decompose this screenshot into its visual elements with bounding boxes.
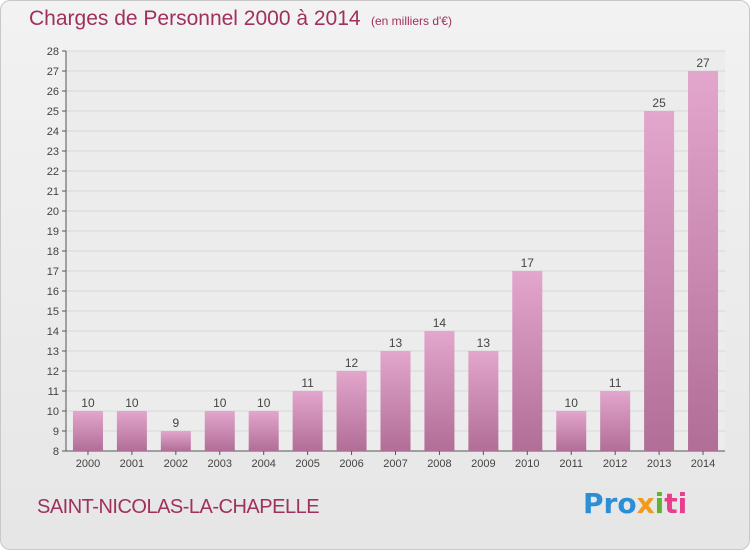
bar [468, 351, 499, 451]
data-label: 9 [172, 416, 179, 430]
y-tick-label: 23 [47, 146, 59, 158]
bar [424, 331, 455, 451]
x-tick-label: 2012 [603, 458, 627, 470]
x-tick-label: 2004 [251, 458, 275, 470]
x-tick-label: 2001 [120, 458, 144, 470]
y-tick-label: 22 [47, 166, 59, 178]
y-tick-label: 27 [47, 66, 59, 78]
y-tick-label: 12 [47, 366, 59, 378]
y-tick-label: 15 [47, 306, 59, 318]
y-tick-label: 11 [48, 386, 59, 398]
bar [380, 351, 411, 451]
data-label: 10 [257, 396, 271, 410]
x-tick-label: 2002 [164, 458, 188, 470]
x-tick-label: 2003 [208, 458, 232, 470]
y-tick-label: 10 [47, 406, 59, 418]
data-label: 12 [345, 356, 359, 370]
bar [644, 111, 675, 451]
x-tick-label: 2006 [339, 458, 363, 470]
y-tick-label: 25 [47, 106, 59, 118]
bar [292, 391, 323, 451]
x-tick-label: 2008 [427, 458, 451, 470]
y-tick-label: 13 [47, 346, 59, 358]
x-tick-label: 2007 [383, 458, 407, 470]
bar [204, 411, 235, 451]
y-tick-label: 8 [53, 446, 59, 458]
data-label: 25 [652, 96, 666, 110]
chart-title: Charges de Personnel 2000 à 2014 [29, 7, 361, 30]
bar [512, 271, 543, 451]
bar [336, 371, 367, 451]
bar [556, 411, 587, 451]
data-label: 27 [696, 56, 710, 70]
data-label: 10 [81, 396, 95, 410]
y-tick-label: 28 [47, 46, 59, 58]
y-tick-label: 21 [47, 186, 59, 198]
data-label: 13 [477, 336, 491, 350]
y-tick-label: 20 [47, 206, 59, 218]
bar [600, 391, 631, 451]
bar [72, 411, 103, 451]
y-tick-label: 9 [53, 426, 59, 438]
bar [116, 411, 147, 451]
data-label: 17 [521, 256, 535, 270]
chart-subtitle: (en milliers d'€) [371, 14, 452, 28]
data-label: 11 [609, 376, 622, 390]
data-label: 13 [389, 336, 403, 350]
x-tick-label: 2000 [76, 458, 100, 470]
x-tick-label: 2011 [559, 458, 583, 470]
x-tick-label: 2014 [691, 458, 715, 470]
data-label: 11 [301, 376, 314, 390]
y-tick-label: 24 [47, 126, 59, 138]
y-tick-label: 17 [47, 266, 59, 278]
y-tick-label: 18 [47, 246, 59, 258]
y-tick-label: 19 [47, 226, 59, 238]
x-tick-label: 2013 [647, 458, 671, 470]
bar [160, 431, 191, 451]
data-label: 10 [213, 396, 227, 410]
bar [688, 71, 719, 451]
y-tick-label: 16 [47, 286, 59, 298]
proxiti-logo: Proxiti [583, 487, 688, 520]
x-tick-label: 2010 [515, 458, 539, 470]
bar [248, 411, 279, 451]
y-tick-label: 26 [47, 86, 59, 98]
data-label: 10 [125, 396, 139, 410]
x-tick-label: 2005 [295, 458, 319, 470]
data-label: 14 [433, 316, 447, 330]
data-label: 10 [565, 396, 579, 410]
y-tick-label: 14 [47, 326, 59, 338]
commune-name: SAINT-NICOLAS-LA-CHAPELLE [37, 496, 320, 518]
x-tick-label: 2009 [471, 458, 495, 470]
